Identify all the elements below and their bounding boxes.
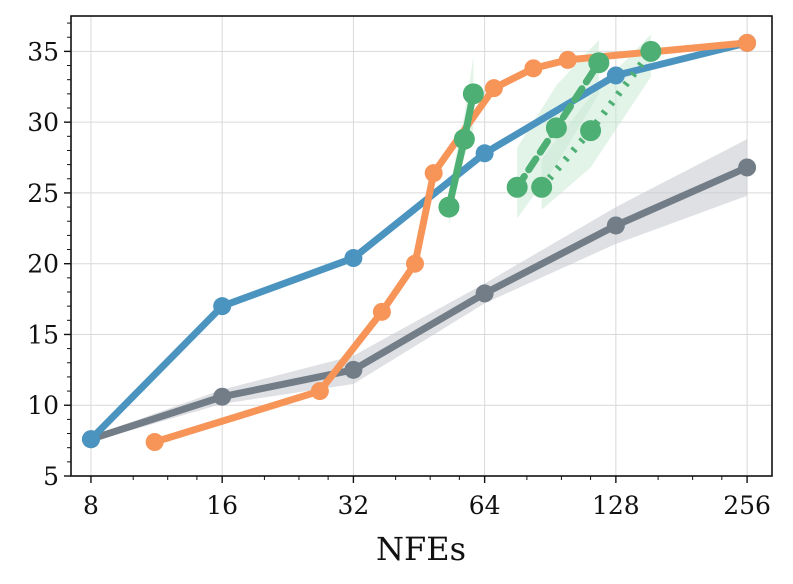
data-point-orange (145, 433, 164, 452)
x-tick-labels: 8 16 32 64 128 256 (83, 491, 771, 520)
data-point-orange (310, 382, 329, 401)
data-point-gray (213, 387, 232, 406)
data-point-blue (81, 430, 100, 449)
data-point-green-solid (462, 83, 484, 105)
data-point-gray (606, 216, 625, 235)
data-point-orange (484, 79, 503, 98)
band-gray (90, 139, 748, 443)
series-line-orange (151, 39, 751, 446)
plot-frame (70, 15, 773, 477)
series-markers (81, 33, 757, 452)
data-point-green-dotted (531, 176, 553, 198)
y-tick-label: 25 (27, 179, 59, 208)
data-point-gray (475, 284, 494, 303)
y-tick-label: 15 (27, 320, 59, 349)
x-tick-label: 64 (469, 491, 501, 520)
series-line-blue (87, 39, 751, 443)
data-point-orange (738, 33, 757, 52)
x-tick-label: 32 (337, 491, 369, 520)
data-point-gray (344, 360, 363, 379)
data-point-green-dotted (580, 120, 602, 142)
series-line-gray (87, 163, 751, 443)
data-point-orange (424, 164, 443, 183)
data-point-green-dotted (640, 40, 662, 62)
data-point-green-solid (438, 196, 460, 218)
data-point-orange (372, 302, 391, 321)
x-tick-label: 16 (206, 491, 238, 520)
data-point-green-solid (453, 128, 475, 150)
y-tick-labels: 5 10 15 20 25 30 35 (27, 37, 59, 491)
x-axis-title: NFEs (376, 530, 466, 568)
x-tick-label: 256 (723, 491, 771, 520)
x-tick-label: 128 (592, 491, 640, 520)
data-point-green-dashed (506, 176, 528, 198)
y-tick-label: 5 (43, 462, 59, 491)
x-tick-label: 8 (83, 491, 99, 520)
y-tick-label: 10 (27, 391, 59, 420)
data-point-gray (738, 158, 757, 177)
y-tick-label: 35 (27, 37, 59, 66)
axis-ticks (64, 22, 748, 483)
data-point-orange (524, 59, 543, 78)
data-point-blue (213, 297, 232, 316)
data-point-orange (405, 254, 424, 273)
y-tick-label: 30 (27, 108, 59, 137)
y-tick-label: 20 (27, 250, 59, 279)
data-point-orange (558, 50, 577, 69)
data-point-blue (475, 144, 494, 163)
data-point-green-dashed (545, 117, 567, 139)
data-point-blue (606, 66, 625, 85)
data-point-blue (344, 249, 363, 268)
data-point-green-dashed (588, 52, 610, 74)
series-lines (87, 39, 751, 446)
